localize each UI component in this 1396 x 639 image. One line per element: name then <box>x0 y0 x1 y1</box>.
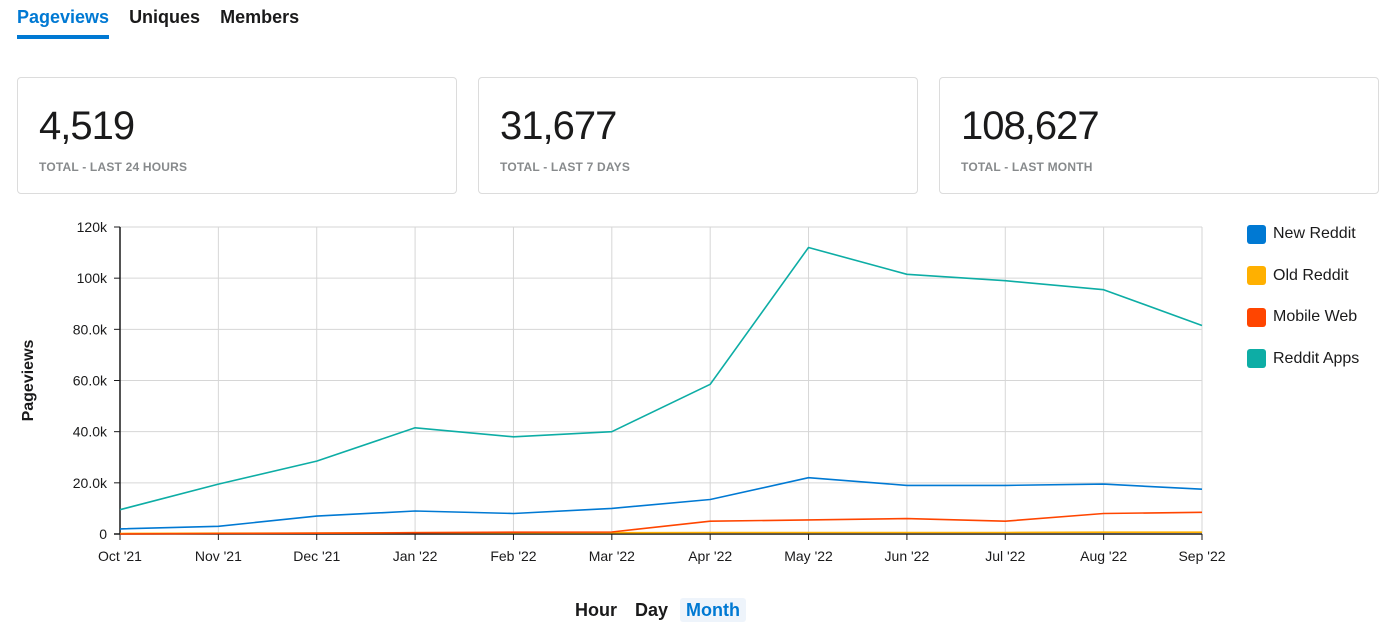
chart-legend: New Reddit Old Reddit Mobile Web Reddit … <box>1247 224 1359 390</box>
legend-item-old-reddit[interactable]: Old Reddit <box>1247 266 1359 286</box>
tab-pageviews[interactable]: Pageviews <box>17 0 110 39</box>
x-tick-label: May '22 <box>784 548 833 564</box>
legend-swatch <box>1247 224 1266 244</box>
x-tick-label: Apr '22 <box>688 548 732 564</box>
chart-labels: 0 20.0k 40.0k 60.0k 80.0k 100k 120k Oct '21 Nov … <box>20 219 1226 564</box>
granularity-day-button[interactable]: Day <box>635 600 669 620</box>
x-tick-label: Jul '22 <box>985 548 1025 564</box>
stat-label: TOTAL - LAST 24 HOURS <box>39 160 188 174</box>
x-tick-label: Jun '22 <box>885 548 930 564</box>
legend-swatch <box>1247 349 1266 368</box>
x-tick-label: Oct '21 <box>98 548 142 564</box>
y-axis-label: Pageviews <box>20 339 37 421</box>
legend-label: Mobile Web <box>1273 308 1358 325</box>
x-tick-label: Sep '22 <box>1178 548 1225 564</box>
stat-value: 4,519 <box>39 104 135 148</box>
legend-swatch <box>1247 266 1266 285</box>
x-tick-label: Jan '22 <box>393 548 438 564</box>
granularity-month-button[interactable]: Month <box>680 598 747 622</box>
stat-card-month: 108,627 TOTAL - LAST MONTH <box>939 77 1379 194</box>
legend-item-mobile-web[interactable]: Mobile Web <box>1247 307 1359 327</box>
y-tick-label: 80.0k <box>73 321 108 337</box>
legend-label: Old Reddit <box>1273 266 1349 284</box>
stat-label: TOTAL - LAST 7 DAYS <box>500 160 631 174</box>
metric-tabs: Pageviews Uniques Members <box>17 0 299 40</box>
legend-label: New Reddit <box>1273 225 1356 242</box>
x-tick-label: Feb '22 <box>490 548 536 564</box>
legend-item-new-reddit[interactable]: New Reddit <box>1247 224 1359 244</box>
y-tick-label: 120k <box>77 219 108 235</box>
tab-uniques[interactable]: Uniques <box>129 7 201 27</box>
pageviews-line-chart: 0 20.0k 40.0k 60.0k 80.0k 100k 120k Oct '21 Nov … <box>20 219 1226 564</box>
summary-cards: 4,519 TOTAL - LAST 24 HOURS 31,677 TOTAL… <box>17 77 1379 194</box>
legend-item-reddit-apps[interactable]: Reddit Apps <box>1247 349 1359 369</box>
stat-value: 108,627 <box>961 104 1100 148</box>
series-line-mobile-web <box>119 511 1203 535</box>
y-tick-label: 0 <box>99 526 107 542</box>
series-line-new-reddit <box>119 476 1203 530</box>
chart-grid <box>120 226 1203 534</box>
y-tick-label: 20.0k <box>73 475 108 491</box>
legend-label: Reddit Apps <box>1273 349 1360 367</box>
stat-value: 31,677 <box>500 104 617 148</box>
y-tick-label: 60.0k <box>73 373 108 389</box>
chart-series <box>119 246 1203 535</box>
x-tick-label: Aug '22 <box>1080 548 1127 564</box>
series-line-reddit-apps <box>119 246 1203 511</box>
granularity-selector: Hour Day Month <box>569 598 747 622</box>
x-tick-label: Dec '21 <box>293 548 340 564</box>
stat-label: TOTAL - LAST MONTH <box>961 160 1093 174</box>
y-tick-label: 40.0k <box>73 424 108 440</box>
tab-members[interactable]: Members <box>220 7 300 27</box>
stat-card-24h: 4,519 TOTAL - LAST 24 HOURS <box>17 77 457 194</box>
legend-swatch <box>1247 307 1266 327</box>
x-tick-label: Nov '21 <box>195 548 242 564</box>
chart-axes <box>114 226 1203 540</box>
x-tick-label: Mar '22 <box>589 548 635 564</box>
stat-card-7d: 31,677 TOTAL - LAST 7 DAYS <box>478 77 918 194</box>
granularity-hour-button[interactable]: Hour <box>575 600 617 620</box>
y-tick-label: 100k <box>77 270 108 286</box>
